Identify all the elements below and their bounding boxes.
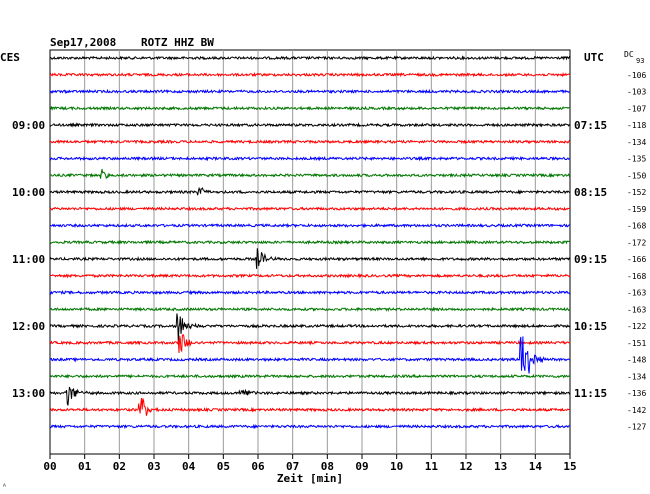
x-tick-label-05: 05 (217, 460, 230, 473)
trace-offset-label: -150 (627, 171, 646, 180)
trace-8 (49, 186, 571, 196)
left-hour-label: 12:00 (12, 320, 45, 333)
x-tick-label-02: 02 (113, 460, 126, 473)
offset-header-sub: 93 (636, 57, 644, 65)
left-hour-label: 13:00 (12, 387, 45, 400)
axis-labels: 00 01 02 03 04 05 06 07 08 09 10 11 12 13 14 15 -106 -103… (12, 71, 646, 473)
trace-offset-label: -106 (627, 71, 646, 80)
trace-22 (50, 423, 571, 430)
trace-0 (49, 55, 571, 61)
x-tick-label-00: 00 (43, 460, 56, 473)
traces (49, 55, 571, 430)
footer-mark: ᴬ (2, 482, 7, 491)
x-tick-label-01: 01 (78, 460, 92, 473)
station-label: ROTZ HHZ BW (141, 36, 214, 49)
x-tick-label-13: 13 (494, 460, 507, 473)
x-tick-label-04: 04 (182, 460, 196, 473)
trace-10 (49, 222, 571, 229)
trace-offset-label: -122 (627, 322, 646, 331)
trace-offset-label: -152 (627, 188, 646, 197)
x-tick-label-03: 03 (147, 460, 160, 473)
x-tick-label-08: 08 (321, 460, 334, 473)
left-timezone-label: CES (0, 51, 20, 64)
trace-5 (49, 139, 571, 145)
right-time-label: 11:15 (574, 387, 607, 400)
trace-offset-label: -172 (627, 238, 646, 247)
trace-6 (49, 155, 571, 162)
offset-header: DC (624, 50, 634, 59)
x-tick-label-14: 14 (529, 460, 543, 473)
trace-18 (49, 336, 571, 374)
trace-offset-label: -103 (627, 88, 646, 97)
trace-offset-label: -148 (627, 356, 646, 365)
trace-offset-label: -135 (627, 155, 646, 164)
trace-offset-label: -134 (627, 372, 646, 381)
trace-3 (49, 105, 571, 112)
trace-13 (49, 272, 571, 279)
right-time-label: 09:15 (574, 253, 607, 266)
trace-offset-label: -168 (627, 222, 646, 231)
trace-offset-label: -151 (627, 339, 646, 348)
trace-offset-label: -127 (627, 423, 646, 432)
trace-15 (49, 306, 571, 313)
left-hour-label: 09:00 (12, 119, 45, 132)
trace-offset-label: -107 (627, 104, 646, 113)
trace-9 (49, 205, 571, 212)
trace-11 (49, 239, 571, 245)
trace-offset-label: -163 (627, 289, 646, 298)
chart-date-title: Sep17,2008 (50, 36, 116, 49)
trace-offset-label: -134 (627, 138, 646, 147)
trace-7 (49, 169, 571, 180)
plot-frame (49, 49, 571, 455)
x-tick-label-10: 10 (390, 460, 403, 473)
x-tick-label-15: 15 (563, 460, 576, 473)
trace-21 (49, 398, 571, 416)
trace-offset-label: -136 (627, 389, 646, 398)
trace-offset-label: -118 (627, 121, 646, 130)
trace-offset-label: -166 (627, 255, 646, 264)
x-tick-label-07: 07 (286, 460, 299, 473)
trace-17 (49, 333, 571, 354)
trace-20 (49, 386, 571, 406)
right-time-label: 07:15 (574, 119, 607, 132)
trace-1 (49, 72, 571, 78)
x-tick-label-12: 12 (459, 460, 472, 473)
trace-19 (49, 373, 571, 380)
trace-14 (49, 289, 571, 296)
x-axis-label: Zeit [min] (277, 472, 343, 485)
trace-offset-label: -168 (627, 272, 646, 281)
trace-offset-label: -159 (627, 205, 646, 214)
trace-4 (50, 122, 571, 128)
x-tick-label-11: 11 (425, 460, 439, 473)
left-hour-label: 11:00 (12, 253, 45, 266)
right-time-label: 10:15 (574, 320, 607, 333)
x-tick-label-09: 09 (355, 460, 368, 473)
left-hour-label: 10:00 (12, 186, 45, 199)
right-time-label: 08:15 (574, 186, 607, 199)
trace-offset-label: -163 (627, 305, 646, 314)
trace-2 (49, 88, 571, 95)
grid (49, 49, 571, 459)
x-tick-label-06: 06 (251, 460, 265, 473)
trace-16 (49, 313, 571, 342)
trace-offset-label: -142 (627, 406, 646, 415)
right-timezone-label: UTC (584, 51, 604, 64)
trace-12 (49, 248, 571, 269)
